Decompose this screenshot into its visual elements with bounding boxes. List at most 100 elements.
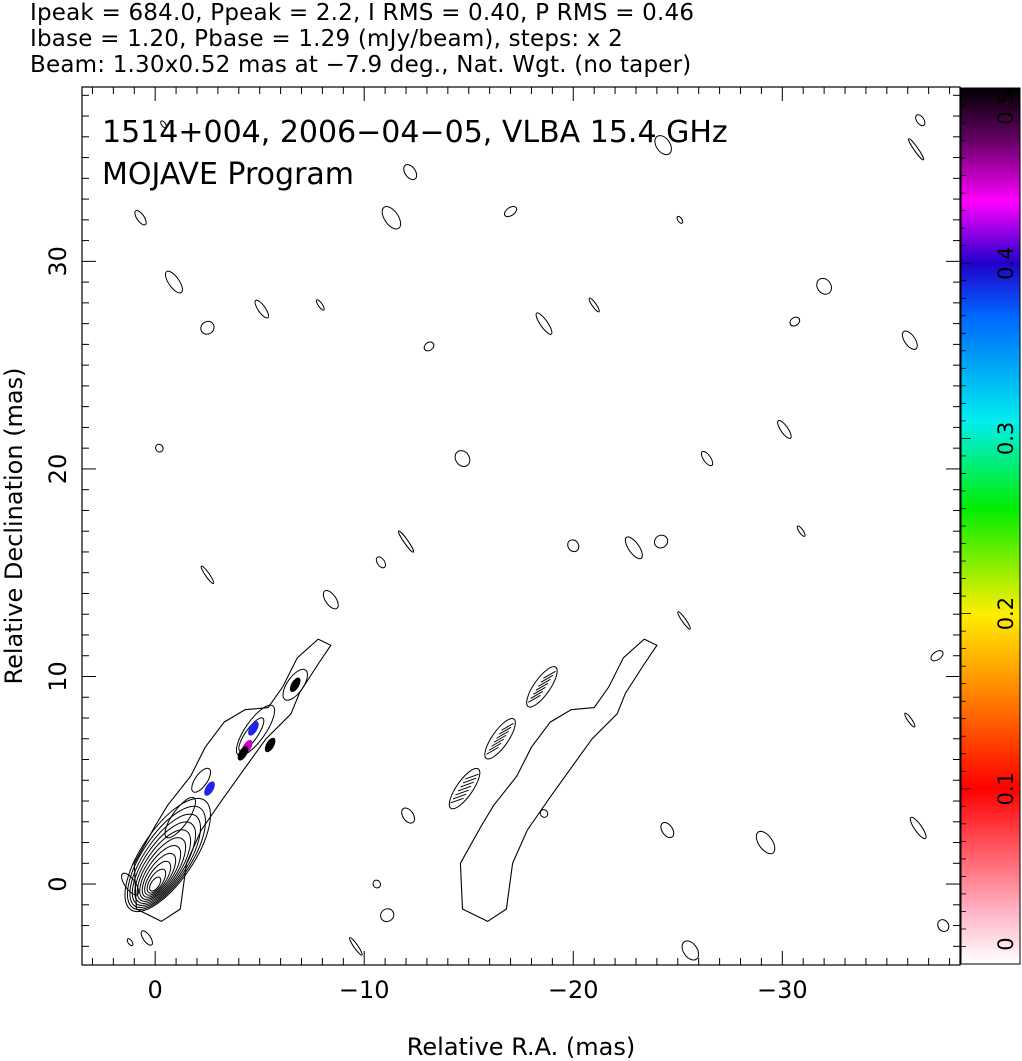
noise-island [160,120,167,129]
outer-contour [133,638,332,923]
evpa-stick [486,746,499,755]
header-line-beam: Beam: 1.30x0.52 mas at −7.9 deg., Nat. W… [30,52,692,78]
noise-island [349,937,363,956]
noise-island [126,938,134,947]
plot-title: 1514+004, 2006−04−05, VLBA 15.4 GHz [102,115,728,150]
noise-island [322,590,339,610]
evpa-stick [455,789,469,796]
noise-island [567,539,580,553]
axis-tick-labels: 0 −10 −20 −30 0 10 20 30 [44,246,808,1004]
evpa-stick [530,690,544,699]
axis-ticks [82,87,960,965]
noise-island [681,940,700,961]
polarization-blob [204,781,215,796]
noise-island [660,822,675,839]
y-tick-label: 10 [44,661,72,692]
evpa-stick [465,773,479,780]
evpa-stick [491,738,504,747]
noise-island [624,536,643,560]
noise-island [789,316,801,327]
polarization-blob [237,746,249,761]
core-contour [131,821,197,906]
core-contour [144,860,172,896]
evpa-region [526,666,558,708]
evpa-stick [533,686,546,695]
evpa-stick [501,722,514,731]
x-tick-label: −10 [339,976,390,1004]
evpa-region [484,718,516,760]
noise-island [134,210,147,226]
noise-island [164,270,183,294]
x-tick-label: −30 [757,976,808,1004]
noise-island [777,420,792,439]
plot-subtitle: MOJAVE Program [102,157,354,192]
colorbar-tick-label: 0 [994,937,1018,950]
noise-island [381,206,402,230]
noise-island [901,330,918,350]
jet-contour [164,796,196,839]
evpa-stick [535,682,549,691]
evpa-stick [496,730,509,739]
colorbar [960,87,1021,965]
polarization-blob [289,677,301,692]
noise-island [909,816,927,840]
evpa-stick [528,694,541,703]
noise-island [653,534,669,549]
colorbar-tick-label: 0.5 [994,91,1018,124]
noise-island [937,919,950,932]
noise-island [454,450,471,467]
evpa-stick [462,777,477,784]
jet-contour [191,767,212,793]
noise-island [372,879,381,889]
y-tick-label: 30 [44,246,72,277]
x-tick-label: −20 [548,976,599,1004]
polarization-blob [248,721,259,736]
noise-island [423,341,435,352]
noise-island [403,164,418,181]
noise-island [140,930,153,946]
noise-island [504,205,518,218]
noise-island [539,809,549,818]
x-tick-label: 0 [148,976,163,1004]
header-line-peak: Ipeak = 684.0, Ppeak = 2.2, I RMS = 0.40… [30,0,695,26]
noise-island [200,320,215,335]
plot-header: Ipeak = 684.0, Ppeak = 2.2, I RMS = 0.40… [30,0,1020,78]
core-contour [124,797,211,913]
noise-island [677,611,691,630]
evpa-stick [543,670,556,679]
y-tick-label: 0 [44,876,72,891]
evpa-region [448,767,481,810]
noise-island [535,312,553,335]
evpa-stick [540,674,554,683]
header-line-base: Ibase = 1.20, Pbase = 1.29 (mJy/beam), s… [30,26,623,52]
noise-island [401,807,416,824]
noise-island [904,712,916,728]
noise-island [155,443,164,453]
noise-island [375,556,387,569]
evpa-stick [498,726,512,735]
noise-island [796,525,806,537]
noise-island [654,135,672,156]
evpa-stick [452,793,467,800]
noise-island [908,138,925,161]
noise-island [816,277,832,295]
core-contour [139,845,182,900]
evpa-stick [450,797,464,804]
core-contour [129,813,202,908]
noise-island [398,530,415,553]
noise-island [588,297,600,313]
plot-frame [81,86,961,966]
noise-island [930,650,944,662]
noise-island [700,450,714,467]
colorbar-tick-label: 0.2 [994,597,1018,630]
polarization-blob [264,737,276,753]
core-contour [136,837,187,902]
noise-island [676,215,684,224]
noise-island [315,299,325,311]
noise-island [254,299,270,319]
core-contour [141,852,177,898]
core-contour [126,805,206,911]
colorbar-tick-label: 0.3 [994,422,1018,455]
y-tick-label: 20 [44,454,72,485]
